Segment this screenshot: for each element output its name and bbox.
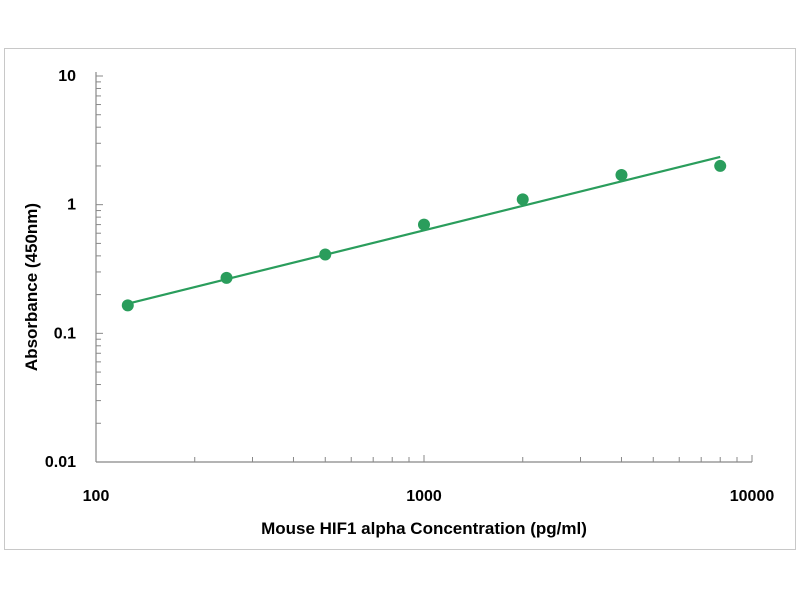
data-point xyxy=(121,299,134,312)
tick-marks xyxy=(95,75,753,463)
y-tick-label: 1 xyxy=(67,197,76,214)
y-tick-label: 0.01 xyxy=(45,454,76,471)
data-points xyxy=(121,159,727,312)
axes xyxy=(95,72,752,463)
x-tick-label: 10000 xyxy=(730,488,775,505)
tick-labels: 100 1000 10000 10 1 0.1 0.01 xyxy=(45,68,774,505)
data-point xyxy=(319,248,332,261)
x-tick-label: 100 xyxy=(83,488,110,505)
data-point xyxy=(220,271,233,284)
data-point xyxy=(615,169,628,182)
chart-frame xyxy=(4,48,796,550)
y-axis-title: Absorbance (450nm) xyxy=(22,203,41,371)
x-tick-label: 1000 xyxy=(406,488,442,505)
y-tick-label: 0.1 xyxy=(54,325,76,342)
data-point xyxy=(418,218,430,231)
x-axis-title: Mouse HIF1 alpha Concentration (pg/ml) xyxy=(261,519,587,538)
y-tick-label: 10 xyxy=(58,68,76,85)
data-point xyxy=(714,159,727,172)
data-point xyxy=(516,193,529,206)
